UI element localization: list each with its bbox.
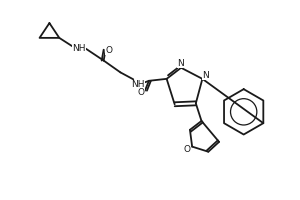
Text: O: O [137,88,145,97]
Text: NH: NH [131,80,145,89]
Text: NH: NH [72,44,86,53]
Text: O: O [105,46,112,55]
Text: N: N [202,71,209,80]
Text: N: N [177,59,184,68]
Text: O: O [184,145,191,154]
